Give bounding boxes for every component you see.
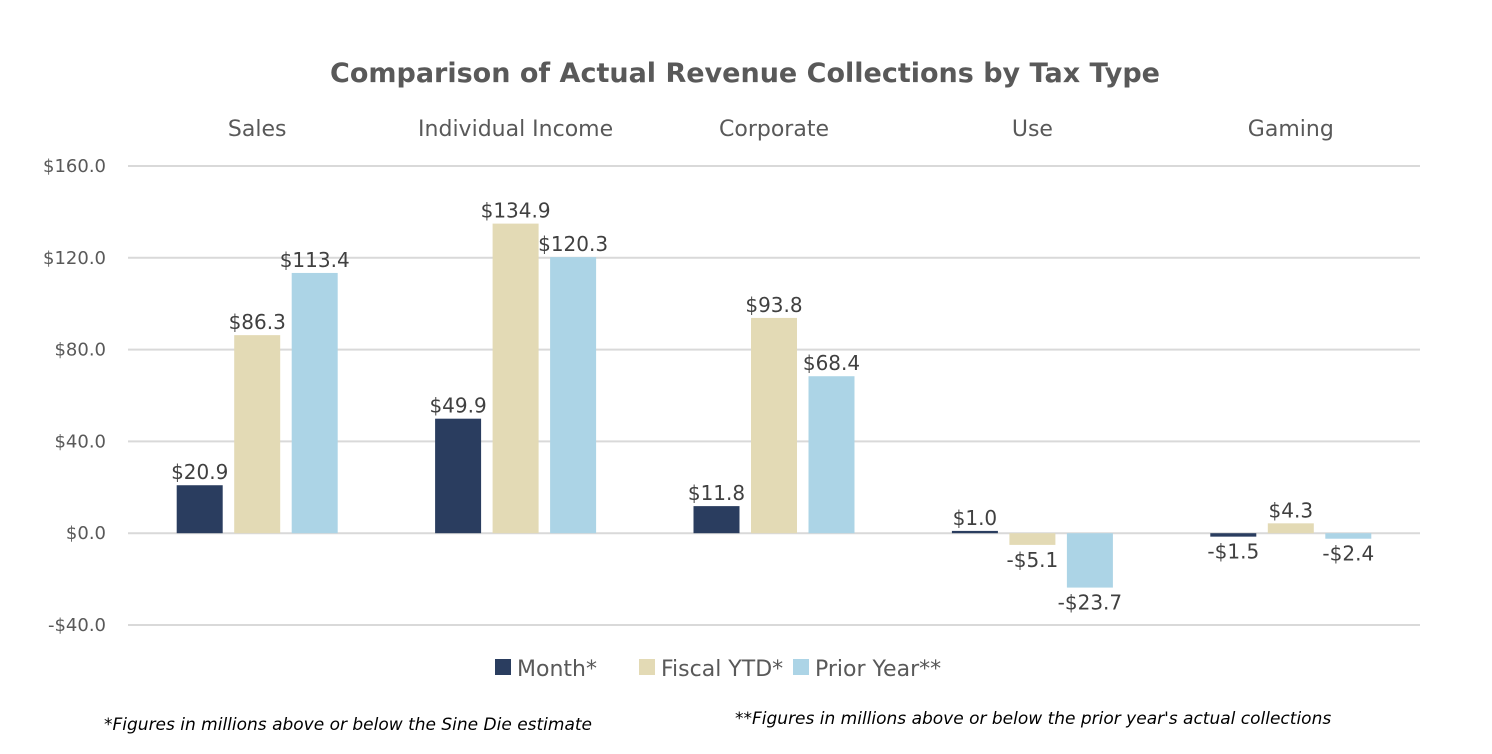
data-label: $86.3: [229, 310, 286, 334]
category-label: Individual Income: [418, 117, 613, 142]
footnote-prior-year: **Figures in millions above or below the…: [735, 709, 1332, 729]
y-tick-label: $160.0: [43, 156, 106, 177]
data-labels: $20.9 $49.9 $11.8 $1.0 -$1.5 $86.3 $134.9 $93.8…: [171, 199, 1374, 615]
bar-prior-year: [550, 257, 597, 534]
legend: Month* Fiscal YTD* Prior Year**: [495, 657, 941, 682]
data-label: -$2.4: [1322, 542, 1374, 566]
data-label: $49.9: [429, 394, 486, 418]
bar-fiscal-ytd: [234, 335, 281, 534]
data-label: $113.4: [280, 248, 350, 272]
y-tick-label: $120.0: [43, 248, 106, 269]
y-tick-label: $0.0: [66, 523, 106, 544]
bar-fiscal-ytd: [1267, 523, 1314, 534]
data-label: $134.9: [481, 199, 551, 223]
data-label: $93.8: [745, 293, 802, 317]
data-label: -$1.5: [1207, 540, 1259, 564]
y-tick-label: -$40.0: [48, 615, 106, 636]
legend-label: Fiscal YTD*: [661, 657, 783, 682]
bar-month: [435, 418, 482, 534]
bar-fiscal-ytd: [1009, 533, 1056, 545]
category-label: Corporate: [719, 117, 829, 142]
data-label: $1.0: [953, 506, 998, 530]
bar-fiscal-ytd: [492, 223, 539, 534]
bars: [176, 223, 1372, 588]
legend-swatch: [793, 659, 809, 675]
data-label: $68.4: [803, 351, 860, 375]
category-label: Gaming: [1248, 117, 1334, 142]
chart-title: Comparison of Actual Revenue Collections…: [330, 58, 1160, 89]
category-labels: Sales Individual Income Corporate Use Gaming: [228, 117, 1334, 142]
y-tick-label: $80.0: [54, 340, 106, 361]
legend-label: Month*: [517, 657, 597, 682]
data-label: -$5.1: [1007, 548, 1059, 572]
bar-prior-year: [808, 376, 855, 534]
data-label: $11.8: [688, 481, 745, 505]
legend-label: Prior Year**: [815, 657, 941, 682]
bar-prior-year: [1325, 533, 1372, 539]
bar-prior-year: [1066, 533, 1113, 588]
y-axis: $160.0 $120.0 $80.0 $40.0 $0.0 -$40.0: [43, 156, 106, 636]
bar-month: [693, 506, 740, 534]
footnote-month-ytd: *Figures in millions above or below the …: [104, 715, 593, 735]
category-label: Sales: [228, 117, 287, 142]
data-label: $4.3: [1269, 498, 1314, 522]
y-tick-label: $40.0: [54, 431, 106, 452]
bar-month: [176, 485, 223, 534]
bar-month: [951, 530, 998, 534]
category-label: Use: [1012, 117, 1053, 142]
legend-swatch: [639, 659, 655, 675]
data-label: $120.3: [538, 232, 608, 256]
bar-month: [1210, 533, 1257, 537]
legend-swatch: [495, 659, 511, 675]
bar-prior-year: [291, 272, 338, 534]
bar-fiscal-ytd: [751, 317, 797, 534]
data-label: $20.9: [171, 460, 228, 484]
data-label: -$23.7: [1058, 591, 1122, 615]
